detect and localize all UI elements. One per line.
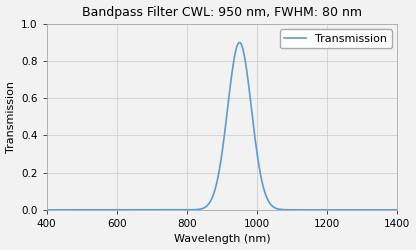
Transmission xyxy=(237,41,242,44)
Transmission xyxy=(395,208,400,211)
Transmission xyxy=(272,206,277,209)
Y-axis label: Transmission: Transmission xyxy=(5,81,15,153)
Transmission xyxy=(306,208,311,211)
Transmission xyxy=(178,208,183,211)
Transmission xyxy=(332,208,337,211)
Title: Bandpass Filter CWL: 950 nm, FWHM: 80 nm: Bandpass Filter CWL: 950 nm, FWHM: 80 nm xyxy=(82,6,362,18)
Transmission xyxy=(108,208,113,211)
Transmission xyxy=(44,208,49,211)
Legend: Transmission: Transmission xyxy=(280,30,392,48)
Line: Transmission: Transmission xyxy=(47,42,397,210)
Transmission xyxy=(255,152,260,154)
X-axis label: Wavelength (nm): Wavelength (nm) xyxy=(173,234,270,244)
